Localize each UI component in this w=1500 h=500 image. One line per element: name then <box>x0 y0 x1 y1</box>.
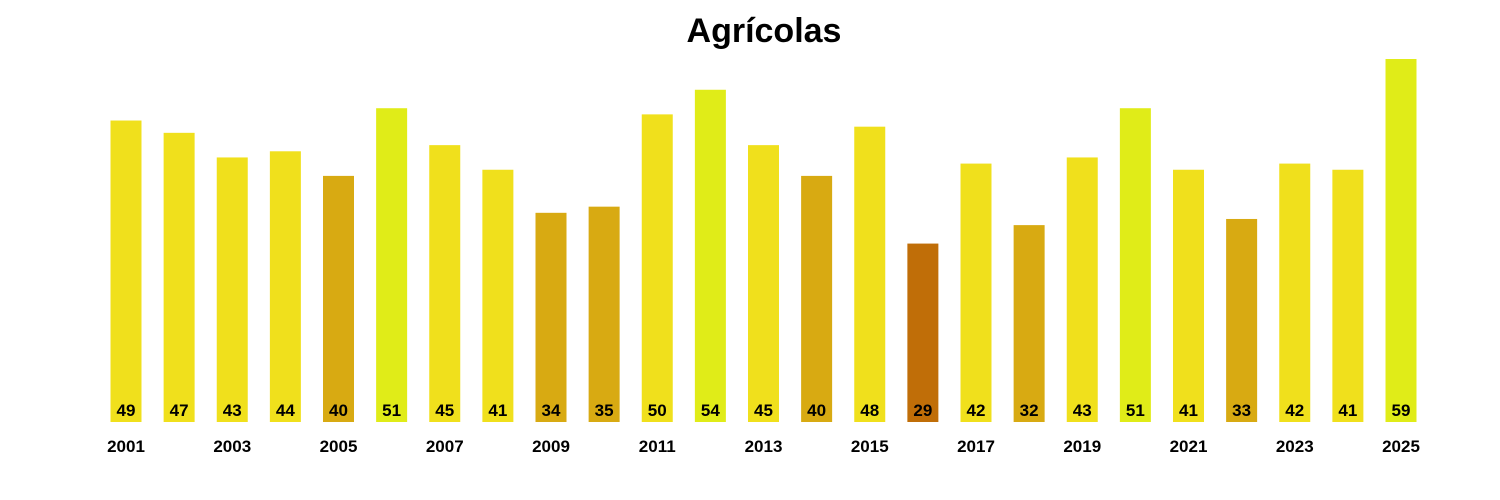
data-label-2013: 45 <box>754 401 773 420</box>
x-tick-label: 2003 <box>213 437 251 456</box>
bar-2013 <box>748 145 779 422</box>
data-label-2005: 40 <box>329 401 348 420</box>
data-label-2002: 47 <box>170 401 189 420</box>
bar-2018 <box>1013 225 1045 422</box>
bar-2019 <box>1066 157 1098 422</box>
bar-2022 <box>1226 218 1258 422</box>
data-label-2007: 45 <box>435 401 454 420</box>
x-tick-label: 2011 <box>639 437 676 456</box>
data-label-2024: 41 <box>1338 401 1357 420</box>
data-label-2025: 59 <box>1392 401 1411 420</box>
data-label-2012: 54 <box>701 401 720 420</box>
data-label-2006: 51 <box>382 401 401 420</box>
x-tick-label: 2025 <box>1382 437 1420 456</box>
data-label-2009: 34 <box>542 401 561 420</box>
bar-2002 <box>163 132 195 422</box>
x-tick-label: 2017 <box>957 437 995 456</box>
bar-2008 <box>482 169 514 422</box>
x-tick-label: 2001 <box>107 437 145 456</box>
bar-2007 <box>429 145 461 422</box>
x-tick-label: 2019 <box>1063 437 1101 456</box>
bar-2005 <box>323 175 354 422</box>
bar-2016 <box>907 243 939 422</box>
data-label-2021: 41 <box>1179 401 1198 420</box>
bar-2001 <box>110 120 142 422</box>
bar-2017 <box>960 163 992 423</box>
x-tick-label: 2023 <box>1276 437 1314 456</box>
bar-2004 <box>269 151 301 422</box>
x-tick-label: 2015 <box>851 437 889 456</box>
x-tick-label: 2021 <box>1170 437 1208 456</box>
data-label-2016: 29 <box>913 401 932 420</box>
data-label-2008: 41 <box>488 401 507 420</box>
bar-2020 <box>1119 108 1151 422</box>
bar-2024 <box>1332 169 1364 422</box>
data-label-2003: 43 <box>223 401 242 420</box>
data-label-2014: 40 <box>807 401 826 420</box>
data-label-2011: 50 <box>648 401 667 420</box>
x-tick-label: 2005 <box>320 437 358 456</box>
data-label-2022: 33 <box>1232 401 1251 420</box>
data-label-2017: 42 <box>967 401 986 420</box>
bar-2025 <box>1385 59 1417 422</box>
data-label-2023: 42 <box>1285 401 1304 420</box>
data-label-2010: 35 <box>595 401 614 420</box>
bar-2023 <box>1279 163 1311 423</box>
bar-2021 <box>1173 169 1204 422</box>
bar-2009 <box>535 212 567 422</box>
x-tick-label: 2013 <box>745 437 783 456</box>
bar-2011 <box>641 114 673 423</box>
bar-2003 <box>216 157 248 422</box>
bar-2010 <box>588 206 620 422</box>
bar-2015 <box>854 126 886 422</box>
bar-2012 <box>694 89 726 423</box>
bar-2014 <box>801 175 833 422</box>
data-label-2004: 44 <box>276 401 295 420</box>
data-label-2015: 48 <box>860 401 879 420</box>
data-label-2019: 43 <box>1073 401 1092 420</box>
data-label-2020: 51 <box>1126 401 1145 420</box>
chart-title: Agrícolas <box>686 12 842 50</box>
x-tick-label: 2009 <box>532 437 570 456</box>
x-tick-label: 2007 <box>426 437 464 456</box>
bar-2006 <box>376 108 408 422</box>
data-label-2001: 49 <box>117 401 136 420</box>
data-label-2018: 32 <box>1020 401 1039 420</box>
